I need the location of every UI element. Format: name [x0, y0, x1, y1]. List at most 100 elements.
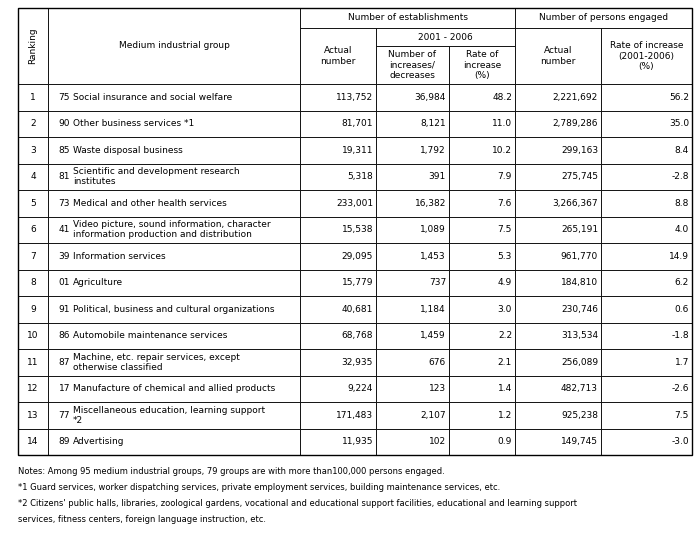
Text: 2001 - 2006: 2001 - 2006	[418, 33, 473, 41]
Text: 73: 73	[59, 199, 70, 208]
Text: 313,534: 313,534	[561, 331, 598, 340]
Bar	[48, 296, 300, 323]
Text: 9: 9	[30, 305, 36, 314]
Text: 0.9: 0.9	[498, 437, 512, 446]
Bar	[48, 84, 300, 110]
Bar	[601, 270, 692, 296]
Text: 230,746: 230,746	[561, 305, 598, 314]
Bar	[48, 428, 300, 455]
Text: 1,089: 1,089	[420, 225, 446, 234]
Bar	[48, 163, 300, 190]
Bar	[18, 428, 48, 455]
Text: Political, business and cultural organizations: Political, business and cultural organiz…	[73, 305, 275, 314]
Bar	[601, 217, 692, 243]
Text: Ranking: Ranking	[29, 28, 38, 64]
Bar	[48, 137, 300, 163]
Bar	[601, 137, 692, 163]
Bar	[376, 349, 449, 376]
Bar	[376, 217, 449, 243]
Bar	[300, 8, 515, 28]
Bar	[18, 8, 692, 455]
Text: 4: 4	[30, 172, 36, 181]
Text: 11: 11	[27, 358, 38, 367]
Text: 11.0: 11.0	[492, 119, 512, 128]
Text: 40,681: 40,681	[342, 305, 373, 314]
Text: 48.2: 48.2	[492, 93, 512, 102]
Bar	[449, 296, 515, 323]
Text: *2 Citizens' public halls, libraries, zoological gardens, vocational and educati: *2 Citizens' public halls, libraries, zo…	[18, 499, 577, 508]
Bar	[376, 376, 449, 402]
Text: 737: 737	[428, 278, 446, 287]
Text: 36,984: 36,984	[415, 93, 446, 102]
Text: 184,810: 184,810	[561, 278, 598, 287]
Bar	[18, 323, 48, 349]
Text: Medical and other health services: Medical and other health services	[73, 199, 226, 208]
Bar	[601, 349, 692, 376]
Bar	[18, 270, 48, 296]
Text: Medium industrial group: Medium industrial group	[119, 41, 229, 50]
Text: 4.0: 4.0	[675, 225, 689, 234]
Text: 3,266,367: 3,266,367	[552, 199, 598, 208]
Text: 8: 8	[30, 278, 36, 287]
Text: 6: 6	[30, 225, 36, 234]
Text: 8.4: 8.4	[675, 146, 689, 155]
Bar	[515, 428, 601, 455]
Text: 7.5: 7.5	[675, 411, 689, 420]
Bar	[449, 243, 515, 270]
Text: 2,789,286: 2,789,286	[552, 119, 598, 128]
Text: 91: 91	[59, 305, 70, 314]
Text: Scientific and development research
institutes: Scientific and development research inst…	[73, 167, 240, 187]
Bar	[376, 46, 449, 84]
Text: 1.7: 1.7	[675, 358, 689, 367]
Bar	[18, 296, 48, 323]
Bar	[48, 8, 300, 84]
Bar	[300, 296, 376, 323]
Bar	[18, 163, 48, 190]
Text: 15,779: 15,779	[342, 278, 373, 287]
Text: 0.6: 0.6	[675, 305, 689, 314]
Bar	[449, 163, 515, 190]
Bar	[515, 349, 601, 376]
Bar	[18, 217, 48, 243]
Text: 391: 391	[428, 172, 446, 181]
Bar	[48, 376, 300, 402]
Bar	[449, 323, 515, 349]
Text: 9,224: 9,224	[347, 384, 373, 393]
Bar	[18, 402, 48, 428]
Text: 39: 39	[59, 252, 70, 260]
Text: 482,713: 482,713	[561, 384, 598, 393]
Text: 81,701: 81,701	[342, 119, 373, 128]
Text: 299,163: 299,163	[561, 146, 598, 155]
Text: Advertising: Advertising	[73, 437, 124, 446]
Bar	[515, 8, 692, 28]
Bar	[18, 243, 48, 270]
Bar	[300, 243, 376, 270]
Bar	[376, 84, 449, 110]
Text: 87: 87	[59, 358, 70, 367]
Text: Notes: Among 95 medium industrial groups, 79 groups are with more than100,000 pe: Notes: Among 95 medium industrial groups…	[18, 467, 445, 476]
Text: 2,107: 2,107	[420, 411, 446, 420]
Text: 89: 89	[59, 437, 70, 446]
Bar	[300, 163, 376, 190]
Text: services, fitness centers, foreign language instruction, etc.: services, fitness centers, foreign langu…	[18, 515, 266, 524]
Text: 5.3: 5.3	[498, 252, 512, 260]
Text: 10.2: 10.2	[492, 146, 512, 155]
Bar	[601, 376, 692, 402]
Bar	[515, 323, 601, 349]
Bar	[18, 110, 48, 137]
Text: -1.8: -1.8	[671, 331, 689, 340]
Text: Information services: Information services	[73, 252, 166, 260]
Text: 1,459: 1,459	[420, 331, 446, 340]
Bar	[300, 84, 376, 110]
Text: 2.1: 2.1	[498, 358, 512, 367]
Text: Number of
increases/
decreases: Number of increases/ decreases	[389, 50, 436, 80]
Text: 2,221,692: 2,221,692	[553, 93, 598, 102]
Text: Miscellaneous education, learning support
*2: Miscellaneous education, learning suppor…	[73, 406, 265, 425]
Text: Automobile maintenance services: Automobile maintenance services	[73, 331, 227, 340]
Text: 32,935: 32,935	[342, 358, 373, 367]
Bar	[601, 28, 692, 84]
Text: 90: 90	[59, 119, 70, 128]
Text: Manufacture of chemical and allied products: Manufacture of chemical and allied produ…	[73, 384, 275, 393]
Text: -2.6: -2.6	[672, 384, 689, 393]
Text: 16,382: 16,382	[415, 199, 446, 208]
